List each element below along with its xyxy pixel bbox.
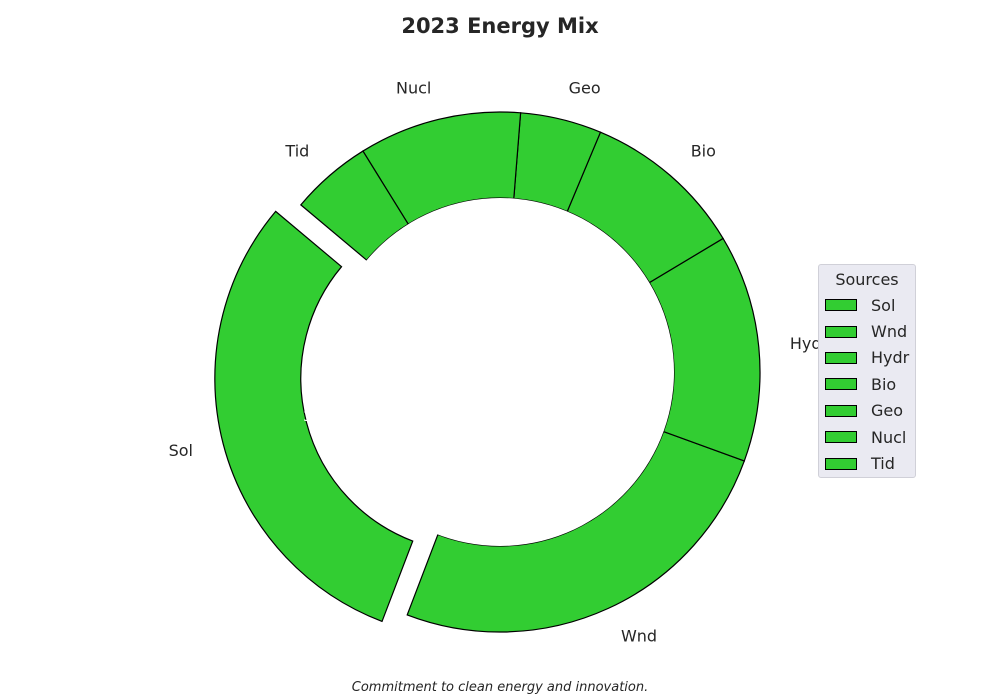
slice-label-wnd: Wnd	[621, 626, 657, 645]
legend-item-sol: Sol	[819, 292, 915, 318]
legend-item-nucl: Nucl	[819, 424, 915, 450]
legend-item-wnd: Wnd	[819, 318, 915, 344]
legend-label: Sol	[871, 295, 896, 315]
slice-sol	[214, 210, 414, 623]
legend-label: Tid	[871, 454, 895, 474]
slice-label-nucl: Nucl	[396, 79, 431, 98]
legend-item-hydr: Hydr	[819, 345, 915, 371]
legend-swatch	[825, 457, 857, 470]
slice-label-geo: Geo	[569, 79, 601, 98]
legend-label: Geo	[871, 401, 904, 421]
legend-item-geo: Geo	[819, 398, 915, 424]
chart-title: 2023 Energy Mix	[401, 14, 599, 38]
legend-item-tid: Tid	[819, 450, 915, 476]
legend-item-bio: Bio	[819, 371, 915, 397]
slice-label-tid: Tid	[284, 141, 309, 160]
chart-caption: Commitment to clean energy and innovatio…	[351, 680, 649, 695]
legend-label: Hydr	[871, 348, 910, 368]
legend-swatch	[825, 325, 857, 338]
legend-items: Sol Wnd Hydr Bio Geo Nucl Tid	[819, 292, 915, 477]
percent-labels-group: 30.0%	[303, 198, 674, 546]
legend-swatch	[825, 378, 857, 391]
legend-swatch	[825, 404, 857, 417]
legend-title: Sources	[835, 270, 899, 289]
pct-label-sol: 30.0%	[303, 410, 344, 425]
slice-label-sol: Sol	[169, 441, 193, 460]
legend: Sources Sol Wnd Hydr Bio Geo Nucl Tid	[818, 264, 916, 478]
legend-label: Bio	[871, 374, 897, 394]
legend-label: Nucl	[871, 427, 907, 447]
legend-swatch	[825, 431, 857, 444]
donut-hole-mask	[352, 214, 668, 530]
legend-label: Wnd	[871, 322, 908, 342]
slice-label-bio: Bio	[691, 141, 716, 160]
legend-swatch	[825, 351, 857, 364]
slices-group	[214, 111, 761, 633]
legend-swatch	[825, 299, 857, 312]
